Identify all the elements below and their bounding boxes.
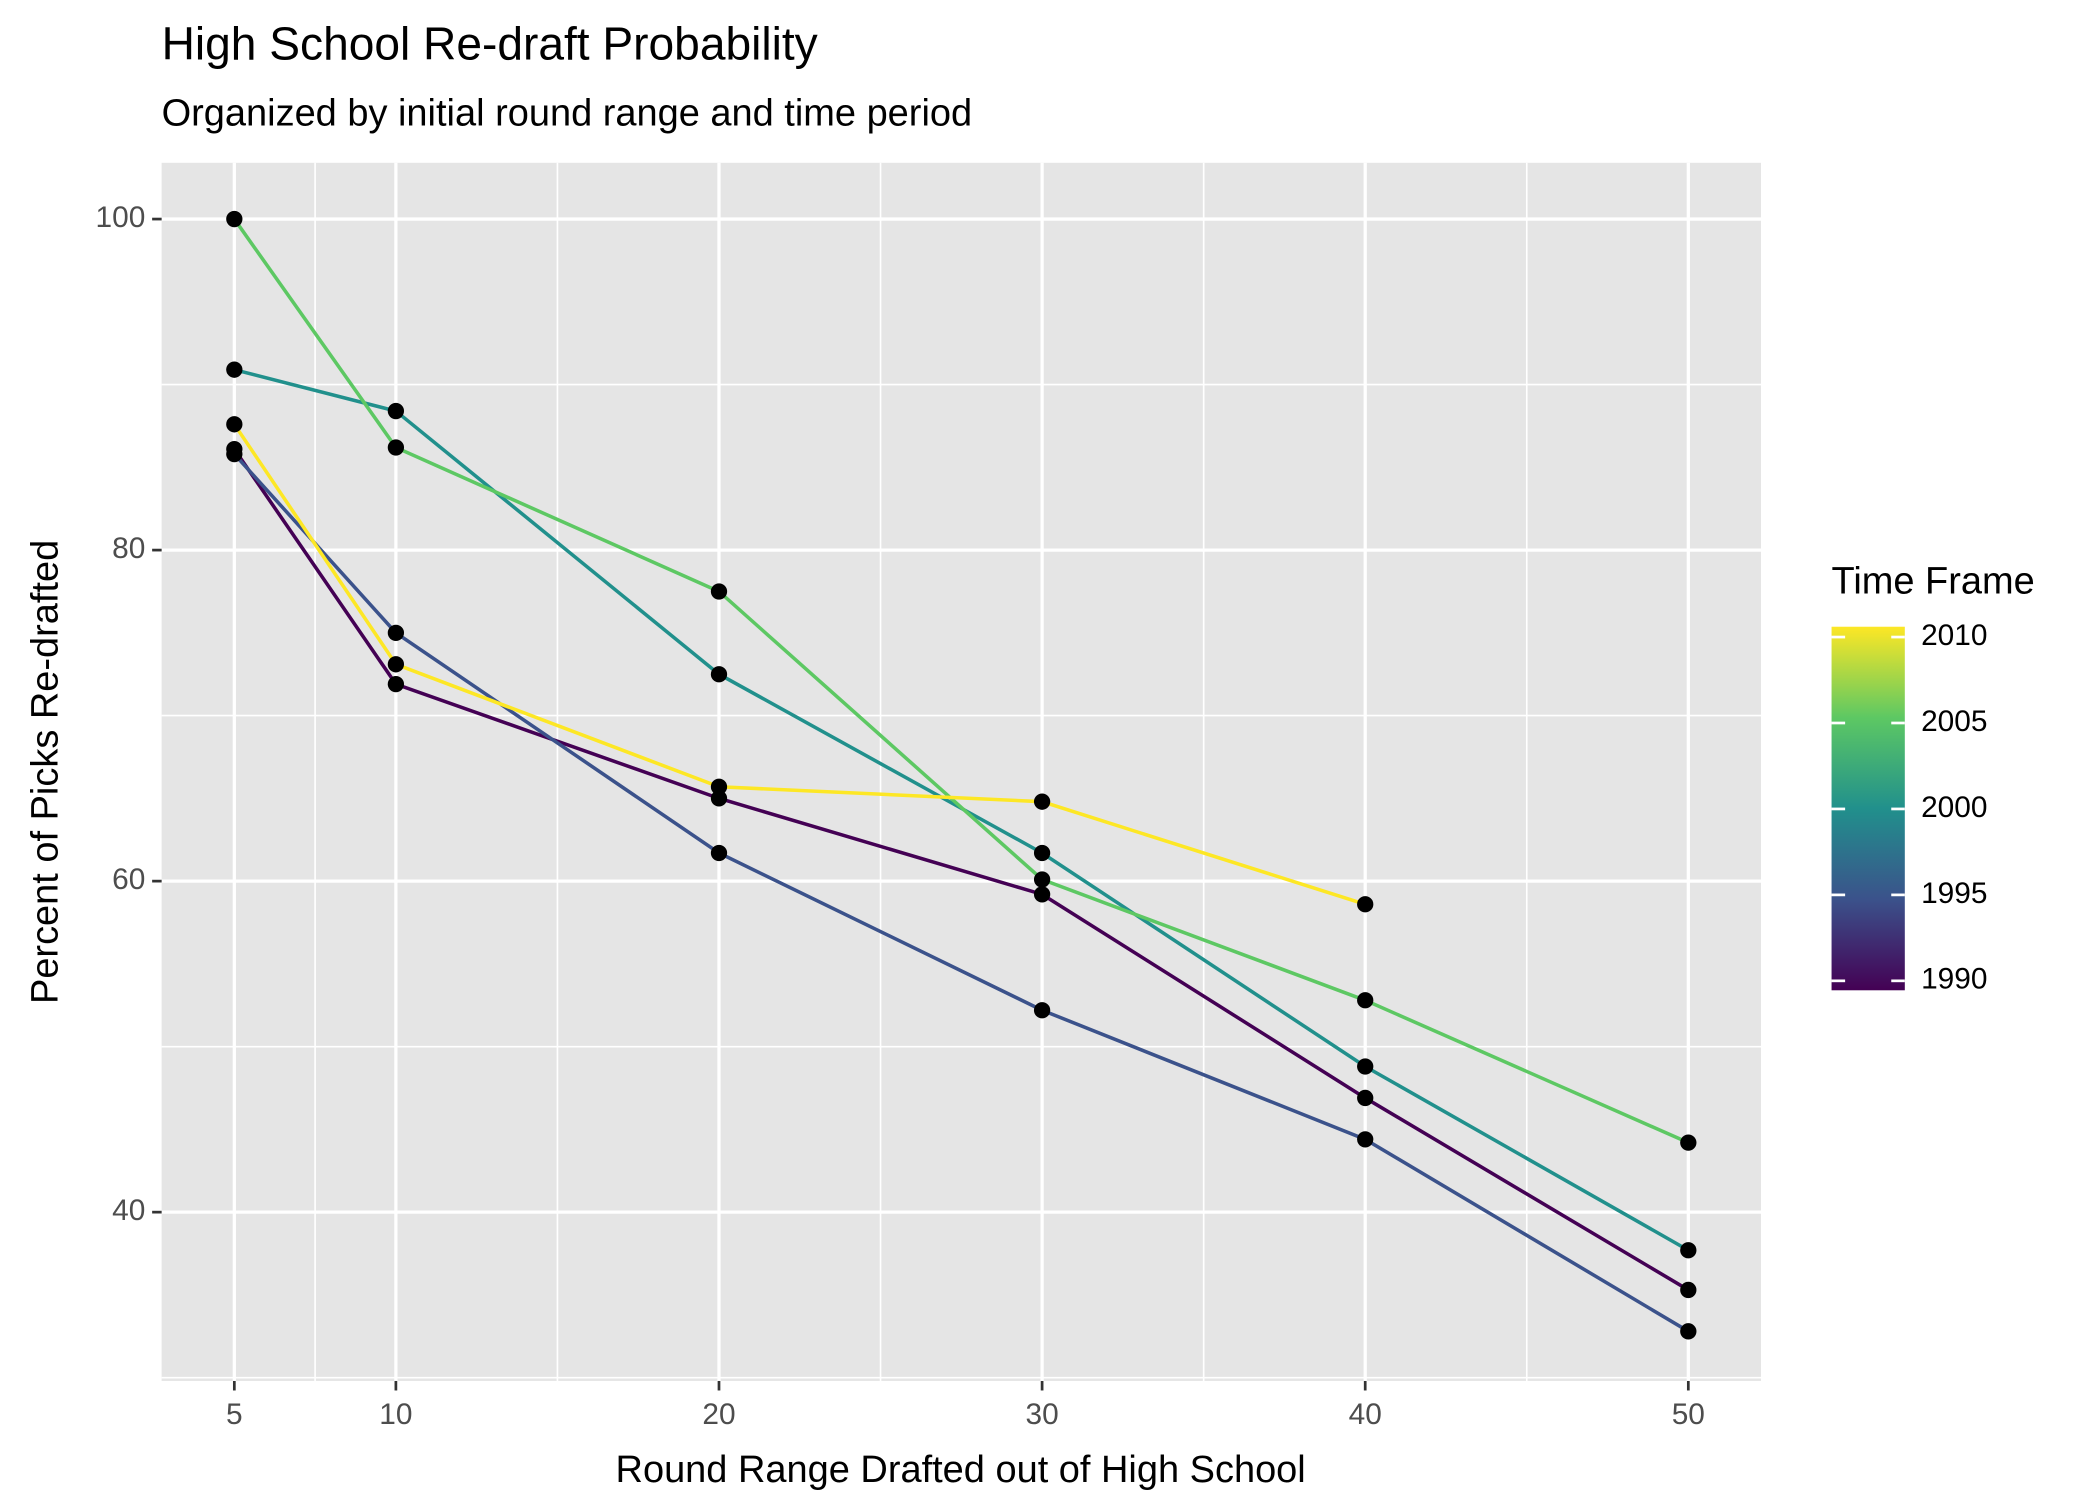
data-point	[226, 416, 243, 433]
x-tick-label: 40	[1349, 1398, 1382, 1431]
data-point	[710, 844, 728, 862]
data-point	[1680, 1134, 1697, 1151]
x-axis-title: Round Range Drafted out of High School	[616, 1449, 1306, 1491]
data-point	[710, 790, 728, 807]
data-point	[226, 445, 243, 463]
legend-tick-label: 1995	[1921, 877, 1987, 910]
x-tick-label: 10	[379, 1398, 412, 1431]
data-point	[387, 656, 405, 673]
data-point	[387, 439, 405, 456]
chart-title: High School Re-draft Probability	[162, 18, 818, 70]
series-line	[233, 452, 1690, 1333]
data-point	[1357, 896, 1374, 913]
data-point	[1357, 1131, 1374, 1148]
data-point	[226, 361, 243, 378]
data-point	[710, 583, 728, 600]
data-point	[387, 676, 405, 693]
data-point	[1680, 1323, 1697, 1340]
series-line	[232, 218, 1690, 1145]
data-point	[1680, 1281, 1697, 1299]
x-tick-label: 30	[1026, 1398, 1059, 1431]
data-point	[1357, 1058, 1374, 1075]
data-point	[1033, 886, 1051, 903]
data-point	[1033, 844, 1051, 862]
data-point	[226, 210, 243, 228]
x-tick-label: 20	[702, 1398, 735, 1431]
y-axis-title: Percent of Picks Re-drafted	[25, 540, 67, 1004]
series-line	[233, 367, 1690, 1252]
data-point	[1357, 1089, 1374, 1107]
data-point	[710, 666, 728, 683]
data-point	[710, 778, 728, 795]
data-point	[387, 402, 405, 420]
data-point	[387, 624, 405, 641]
legend-tick-label: 2010	[1921, 619, 1987, 652]
plot-layer: 5 10 20 30 40 50 40 60 80 100	[96, 162, 1762, 1431]
x-tick-label: 5	[226, 1398, 243, 1431]
legend-tick-label: 2005	[1921, 705, 1987, 738]
y-tick-label: 100	[96, 201, 146, 234]
data-point	[1357, 992, 1374, 1009]
legend-tick-label: 2000	[1921, 791, 1987, 824]
y-tick-label: 40	[112, 1194, 145, 1227]
y-tick-label: 60	[112, 863, 145, 896]
data-point	[1033, 871, 1051, 888]
data-point	[1680, 1242, 1697, 1259]
x-tick-label: 50	[1672, 1398, 1705, 1431]
plot-panel	[161, 162, 1762, 1381]
data-point	[1033, 1002, 1051, 1019]
chart-subtitle: Organized by initial round range and tim…	[162, 92, 973, 134]
y-tick-label: 80	[112, 532, 145, 565]
legend-title: Time Frame	[1832, 560, 2035, 602]
series-line	[232, 448, 1690, 1292]
legend-tick-label: 1990	[1921, 963, 1987, 996]
data-point	[1033, 793, 1051, 810]
